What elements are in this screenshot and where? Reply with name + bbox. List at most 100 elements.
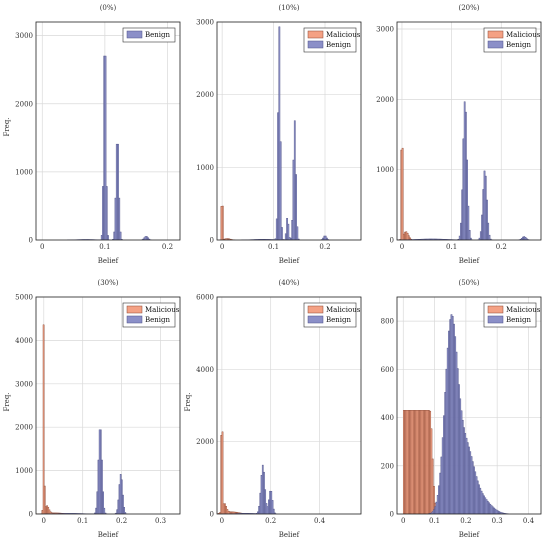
y-tick-label: 6000: [196, 294, 214, 302]
legend-entry: Benign: [506, 41, 532, 49]
x-axis-label: Belief: [279, 257, 301, 265]
benign-bar: [467, 205, 470, 240]
legend-entry: Benign: [145, 316, 171, 324]
y-tick-label: 3000: [196, 19, 214, 27]
bars: [403, 314, 509, 514]
y-tick-label: 0: [390, 237, 394, 245]
bars: [397, 101, 531, 240]
legend-entry: Benign: [145, 31, 171, 39]
y-tick-label: 2000: [15, 424, 33, 432]
malicious-bar: [401, 147, 404, 240]
benign-bar: [466, 159, 468, 240]
bars: [67, 55, 152, 240]
plot-frame: [216, 21, 362, 241]
benign-bar: [272, 508, 275, 514]
x-tick-label: 0: [400, 243, 404, 251]
bars: [217, 431, 278, 514]
benign-bar: [279, 141, 282, 240]
benign-bar: [107, 235, 109, 240]
x-tick-label: 0.2: [496, 243, 507, 251]
chart-panel: 0 0.2 0.4 0 2000 4000 6000 (40%) Belief Freq. Mali…: [184, 279, 362, 539]
y-tick-label: 0: [29, 237, 33, 245]
chart-title: (30%): [97, 279, 118, 287]
chart-panel: 0 0.1 0.2 0.3 0 1000 2000 3000 4000 5000 (30%) Beli…: [3, 279, 181, 539]
plot-frame: [216, 296, 362, 515]
x-tick-label: 0.2: [162, 243, 173, 251]
legend-entry: Malicious: [326, 31, 361, 39]
legend-swatch: [307, 315, 324, 324]
x-axis-label: Belief: [459, 531, 481, 539]
x-tick-label: 0.4: [314, 517, 326, 525]
legend-entry: Benign: [326, 41, 352, 49]
x-tick-label: 0: [40, 243, 44, 251]
x-tick-label: 0.2: [116, 517, 127, 525]
legend: Malicious Benign: [122, 302, 180, 328]
bars: [219, 26, 330, 240]
y-axis-label: Freq.: [3, 392, 11, 411]
x-tick-label: 0.4: [523, 517, 535, 525]
legend-swatch: [487, 305, 504, 314]
legend-entry: Benign: [506, 316, 532, 324]
chart-title: (0%): [100, 4, 117, 12]
legend: Malicious Benign: [303, 27, 361, 53]
chart-title: (40%): [278, 279, 299, 287]
y-tick-label: 0: [390, 511, 394, 519]
legend: Malicious Benign: [483, 302, 541, 328]
malicious-bar: [409, 237, 411, 240]
bars: [36, 324, 128, 514]
legend-swatch: [487, 315, 504, 324]
y-tick-label: 200: [381, 462, 394, 470]
legend-entry: Malicious: [506, 31, 541, 39]
legend-swatch: [487, 40, 504, 49]
x-axis-label: Belief: [98, 531, 120, 539]
malicious-bar: [221, 205, 224, 240]
benign-bar: [281, 227, 283, 240]
x-axis-label: Belief: [459, 257, 481, 265]
benign-bar: [103, 507, 106, 514]
y-tick-label: 3000: [376, 26, 394, 34]
plot-frame: [35, 21, 181, 241]
benign-bar: [117, 143, 119, 240]
legend-swatch: [307, 30, 324, 39]
plot-frame: [396, 296, 542, 515]
x-tick-label: 0.3: [155, 517, 166, 525]
y-tick-label: 2000: [15, 100, 33, 108]
malicious-bar: [221, 431, 224, 514]
legend-entry: Benign: [326, 316, 352, 324]
y-tick-label: 0: [210, 237, 214, 245]
x-tick-label: 0.1: [429, 517, 440, 525]
legend-swatch: [307, 305, 324, 314]
benign-bar: [297, 238, 300, 240]
x-tick-label: 0: [220, 243, 224, 251]
y-tick-label: 3000: [15, 380, 33, 388]
chart-panel: 0 0.1 0.2 0 1000 2000 3000 (10%) Belief Malicious…: [196, 4, 362, 265]
plot-frame: [396, 21, 542, 241]
chart-title: (20%): [458, 4, 479, 12]
chart-title: (10%): [278, 4, 299, 12]
benign-bar: [278, 26, 281, 240]
legend-entry: Malicious: [326, 306, 361, 314]
benign-bar: [122, 494, 124, 514]
x-tick-label: 0.1: [77, 517, 88, 525]
y-tick-label: 600: [381, 366, 394, 374]
y-tick-label: 3000: [15, 32, 33, 40]
x-tick-label: 0: [220, 517, 224, 525]
y-axis-label: Freq.: [3, 117, 11, 136]
x-axis-label: Belief: [98, 257, 120, 265]
y-axis-label: Freq.: [184, 392, 192, 411]
y-tick-label: 400: [381, 414, 394, 422]
chart-panel: 0 0.1 0.2 0 1000 2000 3000 (20%) Belief Malicious…: [376, 4, 542, 265]
y-tick-label: 2000: [196, 91, 214, 99]
legend: Malicious Benign: [303, 302, 361, 328]
legend: Benign: [122, 27, 176, 43]
y-tick-label: 4000: [196, 366, 214, 374]
y-tick-label: 0: [210, 511, 214, 519]
legend-swatch: [126, 30, 143, 39]
chart-panel: 0 0.1 0.2 0 1000 2000 3000 (0%) Belief Freq. Benig…: [3, 4, 181, 265]
benign-bar: [124, 512, 127, 514]
plot-frame: [35, 296, 181, 515]
legend: Malicious Benign: [483, 27, 541, 53]
x-tick-label: 0.3: [492, 517, 503, 525]
benign-bar: [486, 199, 488, 240]
